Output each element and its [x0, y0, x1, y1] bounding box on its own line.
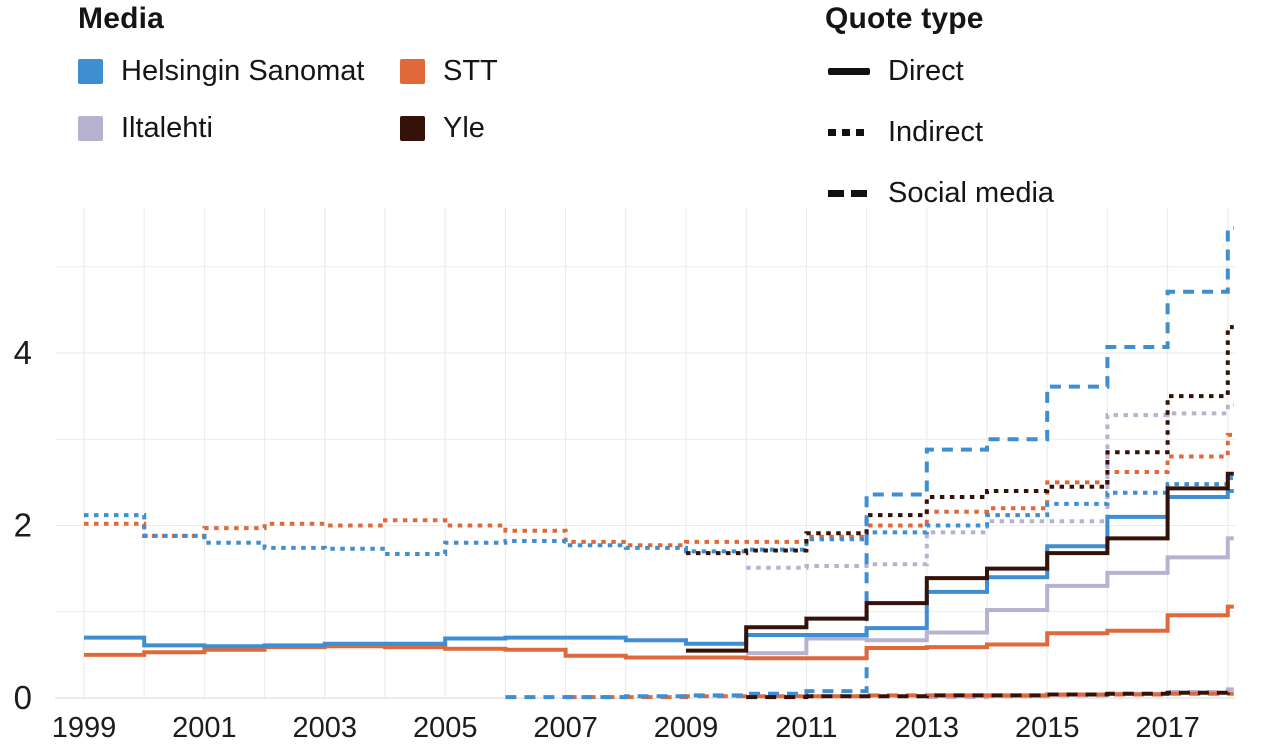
dashed-line-swatch: [828, 189, 870, 197]
x-tick-label: 2001: [172, 712, 237, 744]
legend-label: Direct: [888, 54, 964, 87]
series-hs-indirect: [84, 476, 1234, 556]
series-stt-indirect: [84, 432, 1234, 548]
x-tick-label: 2007: [533, 712, 598, 744]
series-il-indirect: [746, 402, 1234, 570]
legend-label: Social media: [888, 176, 1055, 209]
color-swatch-helsingin-sanomat: [78, 58, 103, 84]
series-il-direct: [746, 536, 1234, 656]
x-tick-label: 2017: [1135, 712, 1200, 744]
legend-item-social-media: Social media: [828, 177, 1054, 209]
x-tick-label: 2003: [293, 712, 358, 744]
legend-label: Indirect: [888, 115, 984, 148]
series-hs-social: [505, 225, 1234, 700]
color-swatch-iltalehti: [78, 115, 103, 141]
legend-item-yle: Yle: [400, 112, 485, 144]
x-tick-label: 2013: [895, 712, 960, 744]
legend-item-direct: Direct: [828, 55, 964, 87]
x-tick-label: 2011: [775, 712, 837, 744]
y-tick-label: 4: [14, 334, 32, 371]
x-tick-label: 2015: [1015, 712, 1080, 744]
y-tick-label: 0: [14, 679, 32, 716]
series-yle-indirect: [686, 325, 1234, 556]
legend-label: Iltalehti: [121, 111, 213, 144]
dotted-line-swatch: [828, 128, 870, 136]
legend-label: Yle: [443, 111, 485, 144]
series-stt-direct: [84, 604, 1234, 661]
solid-line-swatch: [828, 67, 870, 75]
color-swatch-stt: [400, 58, 425, 84]
legend-label: STT: [443, 54, 498, 87]
legend-item-indirect: Indirect: [828, 116, 983, 148]
x-tick-label: 1999: [52, 712, 117, 744]
x-tick-label: 2009: [654, 712, 719, 744]
quote-type-legend-title: Quote type: [825, 2, 984, 35]
media-legend-title: Media: [78, 2, 165, 35]
series-yle-direct: [686, 471, 1234, 653]
x-tick-label: 2005: [413, 712, 478, 744]
series-hs-direct: [84, 489, 1234, 649]
legend-item-stt: STT: [400, 55, 498, 87]
y-tick-label: 2: [14, 507, 32, 544]
legend-item-iltalehti: Iltalehti: [78, 112, 213, 144]
legend-label: Helsingin Sanomat: [121, 54, 365, 87]
color-swatch-yle: [400, 115, 425, 141]
legend-item-helsingin-sanomat: Helsingin Sanomat: [78, 55, 364, 87]
